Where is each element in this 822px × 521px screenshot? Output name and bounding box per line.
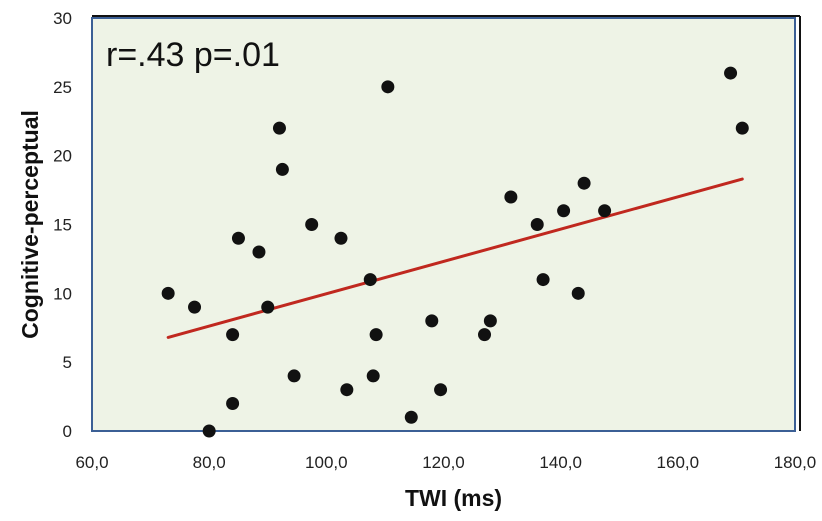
data-point bbox=[334, 231, 348, 245]
x-tick-label: 60,0 bbox=[75, 453, 108, 472]
data-point bbox=[577, 176, 591, 190]
data-point bbox=[202, 424, 216, 438]
data-point bbox=[226, 396, 240, 410]
data-point bbox=[305, 218, 319, 231]
data-point bbox=[536, 273, 550, 287]
data-point bbox=[252, 245, 266, 259]
data-point bbox=[161, 286, 175, 300]
y-tick-label: 0 bbox=[63, 422, 72, 441]
data-point bbox=[275, 162, 289, 176]
y-tick-label: 25 bbox=[53, 78, 72, 97]
data-point bbox=[478, 328, 492, 342]
y-tick-label: 5 bbox=[63, 353, 72, 372]
y-tick-label: 20 bbox=[53, 147, 72, 166]
x-tick-label: 80,0 bbox=[193, 453, 226, 472]
y-tick-label: 10 bbox=[53, 284, 72, 303]
y-tick-label: 30 bbox=[53, 9, 72, 28]
data-point bbox=[598, 204, 612, 218]
data-point bbox=[369, 328, 383, 342]
data-point bbox=[557, 204, 571, 218]
data-point bbox=[434, 383, 448, 397]
plot-area bbox=[91, 17, 796, 432]
data-point bbox=[483, 314, 497, 328]
data-point bbox=[226, 328, 240, 342]
data-points bbox=[161, 66, 749, 438]
x-tick-label: 100,0 bbox=[305, 453, 348, 472]
x-axis-ticks: 60,0 80,0 100,0 120,0 140,0 160,0 180,0 bbox=[75, 453, 816, 472]
x-tick-label: 180,0 bbox=[774, 453, 817, 472]
data-point bbox=[571, 286, 585, 300]
data-point bbox=[261, 300, 275, 314]
data-point bbox=[504, 190, 518, 204]
data-point bbox=[381, 80, 395, 94]
data-point bbox=[735, 121, 749, 135]
y-axis-ticks: 0 5 10 15 20 25 30 bbox=[53, 9, 72, 441]
data-point bbox=[231, 231, 245, 245]
data-point bbox=[366, 369, 380, 383]
data-point bbox=[363, 273, 377, 287]
x-axis-title: TWI (ms) bbox=[405, 485, 502, 511]
x-tick-label: 120,0 bbox=[422, 453, 465, 472]
data-point bbox=[340, 383, 354, 397]
data-point bbox=[272, 121, 286, 135]
data-point bbox=[404, 410, 418, 424]
correlation-annotation: r=.43 p=.01 bbox=[106, 36, 280, 74]
y-axis-title: Cognitive-perceptual bbox=[17, 110, 43, 339]
x-tick-label: 160,0 bbox=[657, 453, 700, 472]
data-point bbox=[530, 218, 544, 231]
data-point bbox=[287, 369, 301, 383]
x-tick-label: 140,0 bbox=[539, 453, 582, 472]
data-point bbox=[188, 300, 202, 314]
data-point bbox=[425, 314, 439, 328]
y-tick-label: 15 bbox=[53, 216, 72, 235]
data-point bbox=[724, 66, 738, 80]
